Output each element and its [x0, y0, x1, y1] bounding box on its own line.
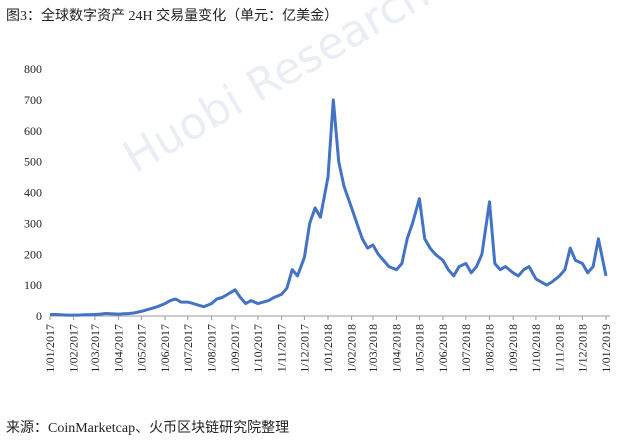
y-tick-label: 0 — [36, 309, 42, 323]
x-tick-label: 1/06/2017 — [158, 324, 172, 373]
y-tick-label: 700 — [24, 93, 42, 107]
y-tick-label: 300 — [24, 216, 42, 230]
x-tick-label: 1/01/2019 — [599, 324, 613, 373]
line-series — [50, 98, 608, 317]
x-tick-label: 1/11/2018 — [553, 324, 567, 372]
x-tick-label: 1/05/2018 — [412, 324, 426, 373]
x-tick-label: 1/04/2018 — [390, 324, 404, 373]
watermark: Huobi Research — [115, 0, 438, 184]
source-note: 来源：CoinMarketcap、火币区块链研究院整理 — [6, 420, 289, 436]
y-tick-label: 800 — [24, 62, 42, 76]
y-tick-label: 100 — [24, 278, 42, 292]
x-tick-label: 1/03/2017 — [88, 324, 102, 373]
x-tick-label: 1/05/2017 — [134, 324, 148, 373]
x-tick-label: 1/09/2018 — [506, 324, 520, 373]
x-tick-label: 1/10/2018 — [529, 324, 543, 373]
chart-title: 图3：全球数字资产 24H 交易量变化（单元：亿美金） — [6, 7, 338, 24]
x-tick-label: 1/08/2018 — [482, 324, 496, 373]
x-tick-label: 1/06/2018 — [436, 324, 450, 373]
y-tick-label: 500 — [24, 155, 42, 169]
y-tick-label: 400 — [24, 186, 42, 200]
x-tick-label: 1/08/2017 — [204, 324, 218, 373]
x-tick-label: 1/07/2017 — [181, 324, 195, 373]
x-tick-label: 1/04/2017 — [112, 324, 126, 373]
x-tick-label: 1/01/2018 — [321, 324, 335, 373]
y-tick-label: 600 — [24, 124, 42, 138]
x-tick-label: 1/12/2017 — [297, 324, 311, 373]
x-tick-label: 1/07/2018 — [459, 324, 473, 373]
y-tick-label: 200 — [24, 247, 42, 261]
x-tick-label: 1/10/2017 — [251, 324, 265, 373]
x-tick-label: 1/11/2017 — [275, 324, 289, 372]
x-tick-label: 1/02/2017 — [67, 324, 81, 373]
x-tick-label: 1/03/2018 — [366, 324, 380, 373]
x-tick-label: 1/09/2017 — [228, 324, 242, 373]
x-tick-label: 1/02/2018 — [345, 324, 359, 373]
x-tick-label: 1/12/2018 — [575, 324, 589, 373]
x-tick-label: 1/01/2017 — [43, 324, 57, 373]
